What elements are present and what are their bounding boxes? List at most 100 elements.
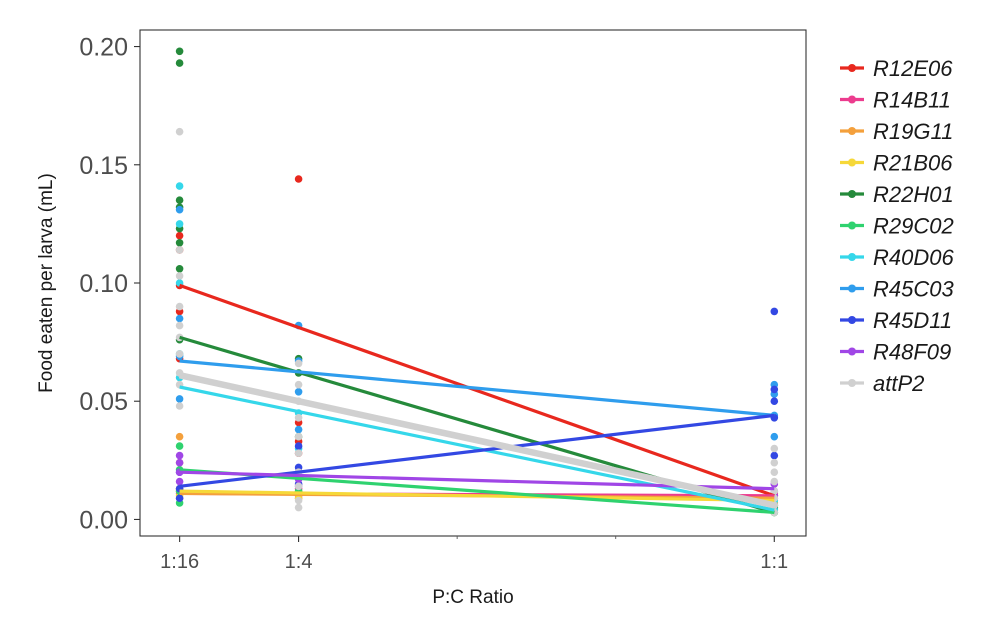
point-R45D11-10 bbox=[770, 451, 779, 460]
point-attP2-17 bbox=[294, 482, 303, 491]
point-attP2-4 bbox=[175, 321, 184, 330]
point-attP2-10 bbox=[294, 359, 303, 368]
point-R45C03-11 bbox=[770, 432, 779, 441]
point-R40D06-0 bbox=[175, 182, 184, 190]
point-attP2-23 bbox=[770, 477, 779, 486]
legend-key-point bbox=[848, 64, 856, 72]
point-attP2-18 bbox=[294, 496, 303, 505]
y-axis: 0.00 0.05 0.10 0.15 0.20 bbox=[79, 34, 140, 534]
legend-label: R40D06 bbox=[873, 245, 954, 270]
point-R19G11-0 bbox=[175, 432, 184, 441]
point-R22H01-0 bbox=[175, 47, 184, 56]
legend-item-R19G11: R19G11 bbox=[840, 119, 953, 144]
plot-panel-border bbox=[139, 29, 807, 537]
fit-line-R29C02 bbox=[179, 468, 775, 514]
legend-key-point bbox=[848, 127, 856, 135]
legend-label: R22H01 bbox=[873, 182, 954, 207]
legend-key-point bbox=[848, 347, 856, 356]
legend-label: attP2 bbox=[873, 371, 924, 396]
legend-item-R21B06: R21B06 bbox=[840, 151, 953, 176]
point-R45C03-7 bbox=[294, 425, 303, 434]
x-tick-label: 1:1 bbox=[760, 551, 788, 573]
legend-label: R19G11 bbox=[873, 119, 953, 144]
legend-item-R45D11: R45D11 bbox=[840, 308, 952, 333]
y-tick-label: 0.10 bbox=[79, 270, 128, 298]
legend-item-R12E06: R12E06 bbox=[840, 56, 953, 81]
x-tick-label: 1:16 bbox=[160, 551, 199, 573]
y-axis-title: Food eaten per larva (mL) bbox=[36, 173, 57, 393]
fit-line-R45C03 bbox=[179, 359, 775, 417]
point-R48F09-0 bbox=[175, 451, 184, 460]
point-R22H01-5 bbox=[175, 239, 184, 247]
legend-label: R45D11 bbox=[873, 308, 952, 333]
legend-item-R45C03: R45C03 bbox=[840, 277, 954, 302]
legend-key-point bbox=[848, 158, 856, 167]
legend-label: R29C02 bbox=[873, 214, 954, 239]
point-attP2-13 bbox=[294, 414, 303, 422]
legend-key-point bbox=[848, 379, 856, 387]
point-R48F09-1 bbox=[175, 458, 184, 467]
fit-line-R40D06 bbox=[179, 385, 775, 512]
legend-key-point bbox=[848, 95, 856, 104]
point-R45C03-0 bbox=[175, 205, 184, 214]
point-R22H01-1 bbox=[175, 59, 184, 67]
fit-line-R21B06 bbox=[179, 489, 775, 503]
legend-key-point bbox=[848, 190, 856, 198]
point-attP2-1 bbox=[175, 246, 184, 254]
point-attP2-19 bbox=[294, 503, 303, 512]
y-tick-label: 0.15 bbox=[79, 152, 128, 180]
points-layer bbox=[175, 47, 779, 517]
point-attP2-20 bbox=[770, 444, 779, 453]
point-R45D11-3 bbox=[294, 442, 303, 450]
y-tick-label: 0.05 bbox=[79, 388, 128, 416]
point-R45C03-1 bbox=[175, 314, 184, 323]
point-R45C03-3 bbox=[175, 395, 184, 403]
legend-label: R14B11 bbox=[873, 88, 951, 113]
y-tick-label: 0.20 bbox=[79, 34, 128, 62]
legend-label: R21B06 bbox=[873, 151, 953, 176]
y-tick-label: 0.00 bbox=[79, 506, 128, 534]
point-R22H01-6 bbox=[175, 265, 184, 273]
point-R40D06-1 bbox=[175, 220, 184, 228]
legend: R12E06 R14B11 R19G11 R21B06 R22H01 R29C02 R40D… bbox=[840, 56, 954, 396]
legend-key-point bbox=[848, 253, 856, 261]
point-R45D11-2 bbox=[175, 494, 184, 503]
fit-line-R12E06 bbox=[179, 283, 775, 498]
legend-label: R48F09 bbox=[873, 340, 951, 365]
point-R45D11-6 bbox=[770, 307, 779, 316]
legend-key-point bbox=[848, 316, 856, 324]
legend-item-R40D06: R40D06 bbox=[840, 245, 954, 270]
point-attP2-2 bbox=[175, 272, 184, 280]
point-attP2-15 bbox=[294, 449, 303, 458]
point-attP2-21 bbox=[770, 458, 779, 467]
point-R12E06-0 bbox=[175, 231, 184, 240]
legend-item-R48F09: R48F09 bbox=[840, 340, 951, 365]
legend-item-R14B11: R14B11 bbox=[840, 88, 951, 113]
point-R45D11-7 bbox=[770, 385, 779, 394]
point-R45D11-8 bbox=[770, 397, 779, 406]
point-R22H01-2 bbox=[175, 196, 184, 204]
point-attP2-6 bbox=[175, 350, 184, 358]
point-attP2-3 bbox=[175, 302, 184, 311]
legend-label: R12E06 bbox=[873, 56, 953, 81]
legend-key-point bbox=[848, 221, 856, 230]
legend-item-attP2: attP2 bbox=[840, 371, 924, 396]
point-attP2-9 bbox=[175, 402, 184, 410]
x-tick-label: 1:4 bbox=[285, 551, 313, 573]
legend-key-point bbox=[848, 284, 856, 293]
legend-label: R45C03 bbox=[873, 277, 954, 302]
legend-item-R29C02: R29C02 bbox=[840, 214, 954, 239]
point-R29C02-0 bbox=[175, 442, 184, 450]
point-attP2-14 bbox=[294, 432, 303, 441]
legend-item-R22H01: R22H01 bbox=[840, 182, 954, 207]
point-R12E06-5 bbox=[294, 175, 303, 183]
point-R48F09-3 bbox=[175, 477, 184, 486]
point-attP2-0 bbox=[175, 127, 184, 136]
x-axis: 1:16 1:4 1:1 bbox=[160, 536, 788, 573]
fit-line-attP2 bbox=[178, 372, 775, 509]
point-R45C03-6 bbox=[294, 388, 303, 396]
point-attP2-22 bbox=[770, 468, 779, 477]
x-axis-title: P:C Ratio bbox=[432, 587, 513, 608]
point-attP2-11 bbox=[294, 380, 303, 389]
